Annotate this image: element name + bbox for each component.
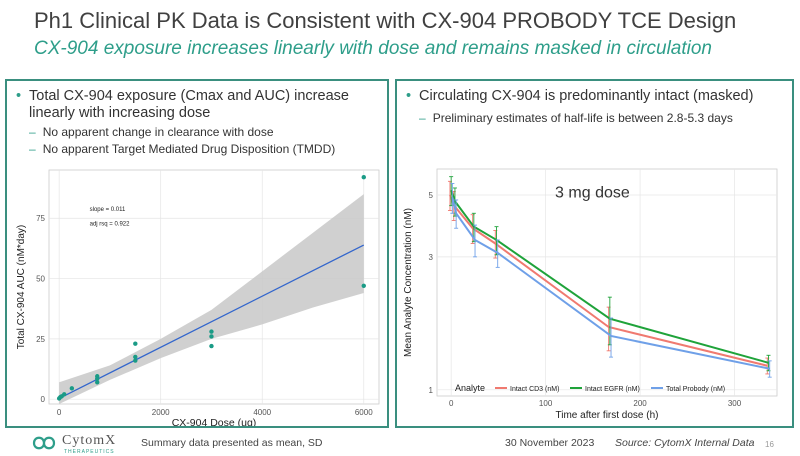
right-panel: • Circulating CX-904 is predominantly in… bbox=[395, 79, 794, 428]
y-tick-label: 1 bbox=[429, 386, 434, 395]
data-point bbox=[69, 386, 75, 391]
pk-chart: 0 100 200 300 1 3 5 Time after first dose (h) Me… bbox=[403, 168, 778, 421]
data-point bbox=[133, 354, 138, 360]
logo-sub: THERAPEUTICS bbox=[64, 449, 115, 455]
data-point bbox=[95, 380, 100, 385]
footer-date: 30 November 2023 bbox=[505, 437, 595, 449]
right-bullet-text: Circulating CX-904 is predominantly inta… bbox=[419, 88, 754, 104]
left-sub-2-text: No apparent Target Mediated Drug Disposi… bbox=[42, 142, 336, 156]
footer-note: Summary data presented as mean, SD bbox=[141, 437, 323, 449]
cytomx-logo-icon bbox=[32, 436, 56, 450]
x-axis-label: CX-904 Dose (ug) bbox=[172, 417, 257, 426]
x-tick-label: 4000 bbox=[253, 408, 271, 417]
logo-name: CytomX bbox=[62, 433, 117, 448]
slide-title: Ph1 Clinical PK Data is Consistent with … bbox=[34, 8, 737, 33]
left-sub-1: – No apparent change in clearance with do… bbox=[29, 125, 274, 139]
x-tick-label: 300 bbox=[728, 399, 742, 408]
y-tick-label: 25 bbox=[36, 335, 45, 344]
footer-source: Source: CytomX Internal Data bbox=[615, 437, 755, 449]
data-point bbox=[361, 175, 366, 180]
left-panel: • Total CX-904 exposure (Cmax and AUC) i… bbox=[5, 79, 389, 428]
left-sub-2: – No apparent Target Mediated Drug Dispos… bbox=[29, 142, 335, 156]
chart-title: 3 mg dose bbox=[555, 184, 630, 201]
data-point bbox=[209, 329, 214, 334]
regression-line bbox=[58, 244, 365, 400]
left-bullet: • Total CX-904 exposure (Cmax and AUC) i… bbox=[16, 88, 349, 122]
slide-subtitle: CX-904 exposure increases linearly with … bbox=[34, 38, 712, 59]
bullet-dot-icon: • bbox=[16, 88, 22, 104]
x-tick-label: 100 bbox=[539, 399, 553, 408]
y-tick-label: 5 bbox=[429, 191, 434, 200]
dash-icon: – bbox=[29, 125, 36, 139]
legend-title: Analyte bbox=[455, 383, 485, 393]
dash-icon: – bbox=[29, 142, 36, 156]
annotation-rsq: adj rsq = 0.922 bbox=[90, 221, 131, 227]
y-axis-label: Mean Analyte Concentration (nM) bbox=[403, 208, 414, 357]
scatter-chart: 0 2000 4000 6000 0 25 50 75 CX-904 Dose (ug) Tota… bbox=[16, 169, 380, 426]
data-point bbox=[133, 358, 138, 363]
page-number: 16 bbox=[765, 440, 774, 449]
data-point bbox=[209, 343, 214, 349]
data-point bbox=[133, 341, 138, 346]
y-tick-label: 0 bbox=[41, 395, 46, 404]
x-tick-label: 0 bbox=[57, 408, 62, 417]
x-tick-label: 200 bbox=[633, 399, 647, 408]
data-point bbox=[62, 392, 67, 397]
series-line bbox=[450, 189, 769, 364]
dash-icon: – bbox=[419, 111, 426, 125]
x-tick-label: 6000 bbox=[355, 408, 373, 417]
bullet-dot-icon: • bbox=[406, 88, 412, 104]
y-tick-label: 3 bbox=[429, 253, 434, 262]
data-point bbox=[95, 374, 100, 379]
right-bullet: • Circulating CX-904 is predominantly in… bbox=[406, 88, 754, 105]
data-point bbox=[209, 334, 214, 339]
x-axis-label: Time after first dose (h) bbox=[556, 410, 659, 421]
annotation-slope: slope = 0.011 bbox=[90, 207, 126, 213]
legend-entry: Intact CD3 (nM) bbox=[510, 386, 559, 393]
left-bullet-line2: linearly with increasing dose bbox=[29, 105, 211, 121]
right-sub-1-text: Preliminary estimates of half-life is be… bbox=[432, 111, 733, 125]
data-point bbox=[361, 283, 366, 288]
footer: CytomX THERAPEUTICS Summary data present… bbox=[0, 430, 800, 456]
plot-area bbox=[436, 168, 778, 397]
right-sub-1: – Preliminary estimates of half-life is b… bbox=[419, 111, 733, 125]
y-tick-label: 50 bbox=[36, 275, 45, 284]
series-line bbox=[451, 197, 770, 370]
legend-entry: Total Probody (nM) bbox=[666, 386, 725, 393]
y-axis-label: Total CX-904 AUC (nM*day) bbox=[16, 225, 27, 350]
x-tick-label: 2000 bbox=[152, 408, 170, 417]
x-tick-label: 0 bbox=[449, 399, 454, 408]
left-sub-1-text: No apparent change in clearance with dos… bbox=[42, 125, 274, 139]
y-tick-label: 75 bbox=[36, 214, 45, 223]
legend-entry: Intact EGFR (nM) bbox=[585, 386, 640, 393]
left-bullet-line1: Total CX-904 exposure (Cmax and AUC) inc… bbox=[29, 88, 349, 104]
